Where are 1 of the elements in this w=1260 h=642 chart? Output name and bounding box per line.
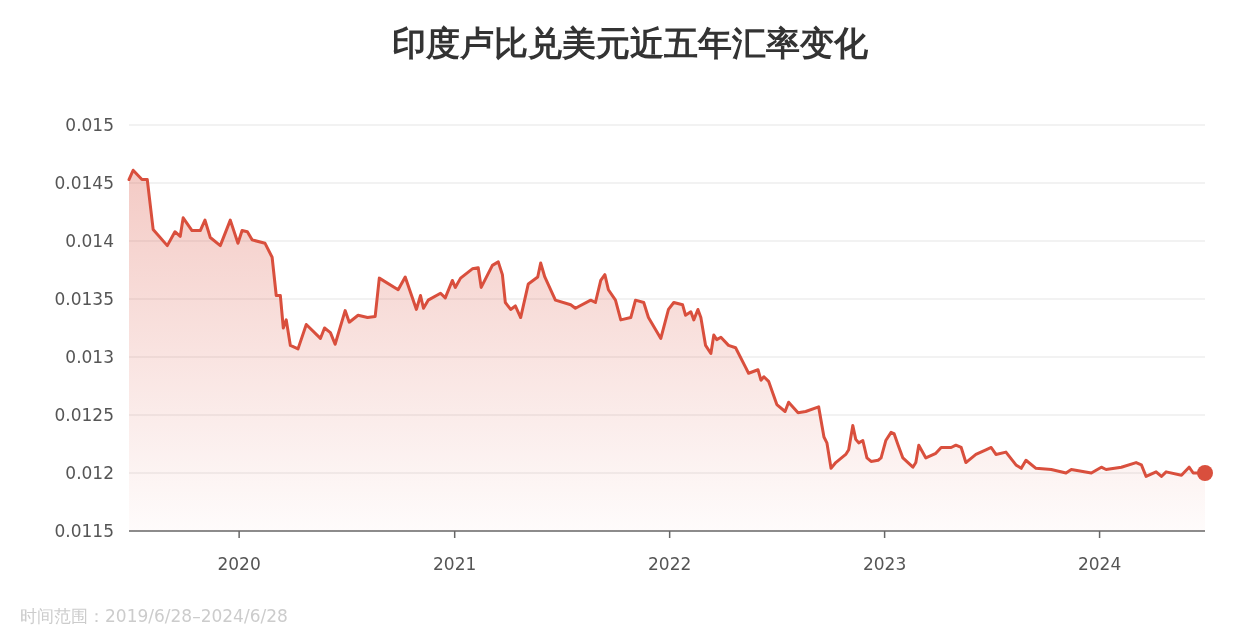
title: 印度卢比兑美元近五年汇率变化 [392,23,868,63]
